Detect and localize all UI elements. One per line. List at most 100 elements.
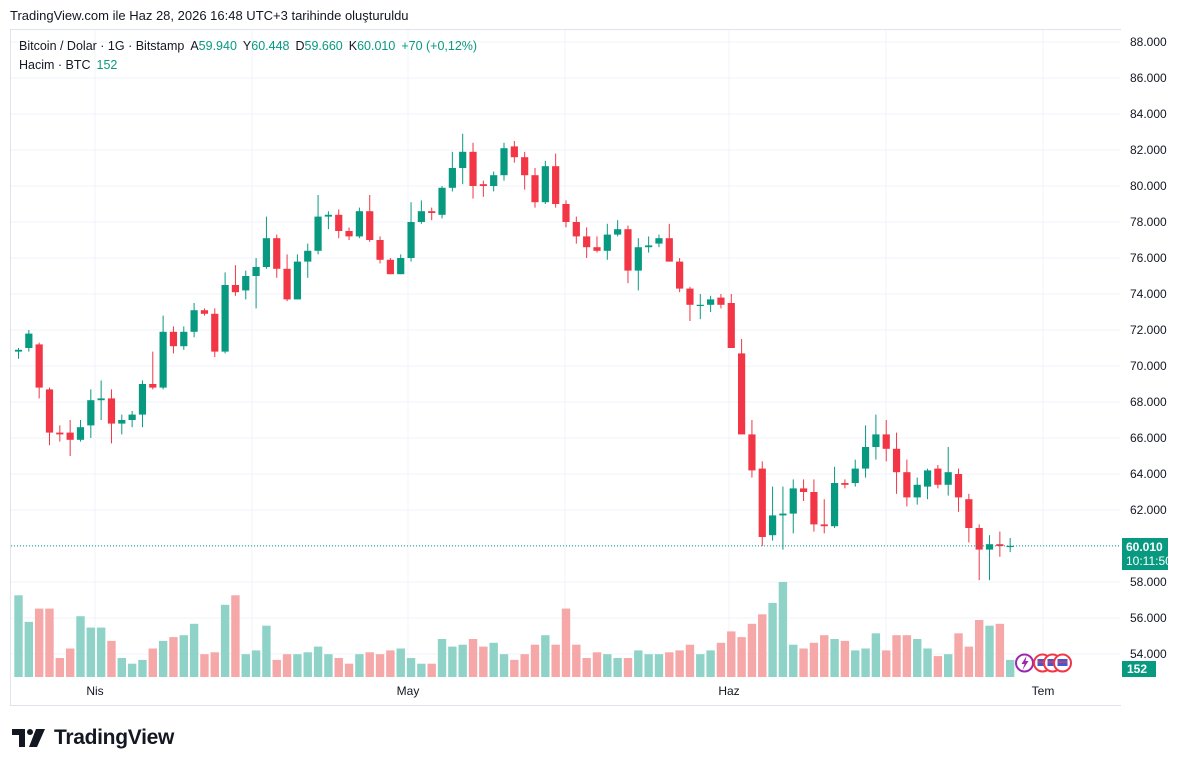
volume-bar — [799, 648, 808, 677]
candle-body — [541, 166, 549, 203]
candle-body — [655, 238, 663, 244]
volume-bar — [623, 658, 633, 677]
volume-bar — [613, 658, 622, 677]
x-tick-label: May — [397, 684, 420, 698]
candle-body — [686, 288, 694, 305]
volume-bar — [778, 582, 788, 677]
flash-glyph — [1021, 656, 1029, 670]
candle-body — [355, 211, 363, 237]
volume-bar — [231, 595, 240, 677]
candle-body — [531, 175, 539, 203]
volume-bar — [365, 652, 374, 677]
volume-bar — [282, 654, 292, 677]
legend-open-value: 59.940 — [198, 39, 237, 53]
y-tick-label: 80.000 — [1130, 179, 1167, 193]
volume-bar — [737, 637, 746, 677]
volume-bar — [768, 602, 777, 677]
volume-bar — [727, 631, 736, 677]
candle-body — [448, 168, 456, 188]
candle-body — [665, 238, 673, 262]
candle-body — [231, 285, 240, 293]
candle-body — [345, 231, 353, 237]
volume-bar — [324, 654, 333, 677]
legend-volume-label[interactable]: Hacim · BTC — [19, 58, 91, 72]
candle-body — [738, 353, 746, 435]
chart-frame — [10, 29, 1121, 706]
volume-last-label: 152 — [1122, 661, 1156, 677]
volume-bar — [355, 654, 364, 677]
volume-bar — [138, 659, 147, 677]
volume-bar — [96, 627, 106, 677]
candle-body — [76, 427, 85, 440]
volume-bar — [747, 623, 757, 677]
candle-body — [799, 488, 808, 492]
last-price-label: 60.010 10:11:50 — [1122, 537, 1172, 570]
candle-body — [366, 211, 374, 240]
candle-body — [645, 245, 653, 248]
candle-body — [830, 483, 839, 527]
volume-bar — [716, 642, 726, 677]
candle-body — [190, 310, 198, 332]
volume-bar — [396, 648, 405, 677]
volume-bar — [179, 635, 188, 677]
candle-body — [242, 276, 250, 291]
volume-bar — [634, 650, 643, 677]
volume-bar — [313, 646, 323, 677]
volume-bar — [386, 650, 395, 677]
volume-bar — [995, 623, 1005, 677]
candle-body — [304, 250, 312, 262]
candle-body — [273, 238, 281, 269]
volume-bar — [913, 639, 922, 677]
y-tick-label: 82.000 — [1130, 143, 1167, 157]
candle-body — [696, 304, 704, 306]
volume-bar — [696, 654, 705, 677]
volume-bar — [499, 654, 509, 677]
volume-bar — [1005, 659, 1015, 677]
volume-bar — [406, 658, 416, 677]
volume-bar — [76, 616, 85, 677]
legend-price-row: Bitcoin / Dolar · 1G · Bitstamp A 59.940 … — [19, 37, 477, 56]
candle-body — [562, 204, 570, 222]
volume-bar — [551, 644, 560, 677]
candle-body — [603, 234, 611, 251]
volume-bar — [706, 650, 715, 677]
volume-bar — [375, 654, 385, 677]
candle-body — [14, 349, 23, 352]
candle-body — [851, 468, 859, 483]
candle-body — [861, 447, 870, 469]
candle-body — [500, 148, 508, 176]
legend-symbol[interactable]: Bitcoin / Dolar · 1G · Bitstamp — [19, 39, 185, 53]
candle-body — [35, 344, 43, 388]
candle-body — [169, 331, 178, 347]
volume-bar — [293, 654, 302, 677]
candle-body — [841, 483, 849, 485]
tradingview-brand[interactable]: TradingView — [12, 726, 174, 750]
candle-body — [707, 299, 715, 305]
candle-body — [882, 434, 890, 449]
volume-bar — [974, 620, 984, 677]
candle-body — [283, 268, 291, 300]
y-tick-label: 58.000 — [1130, 575, 1167, 589]
volume-bar — [541, 635, 550, 677]
candle-body — [572, 222, 580, 237]
candle-body — [314, 216, 322, 251]
candle-body — [810, 492, 818, 525]
candle-body — [768, 515, 777, 536]
volume-bar — [220, 604, 230, 677]
candle-body — [407, 222, 415, 258]
candle-body — [469, 151, 477, 186]
volume-bar — [344, 663, 354, 677]
candle-body — [985, 544, 994, 550]
volume-bar — [272, 659, 281, 677]
volume-bar — [530, 644, 540, 677]
candle-body — [779, 513, 787, 516]
volume-bar — [944, 654, 953, 677]
y-tick-label: 56.000 — [1130, 611, 1167, 625]
candle-body — [397, 258, 405, 275]
volume-bar — [892, 635, 901, 677]
volume-bar — [158, 640, 168, 677]
candle-body — [149, 384, 157, 388]
volume-bar — [437, 639, 447, 677]
candle-body — [748, 434, 756, 471]
